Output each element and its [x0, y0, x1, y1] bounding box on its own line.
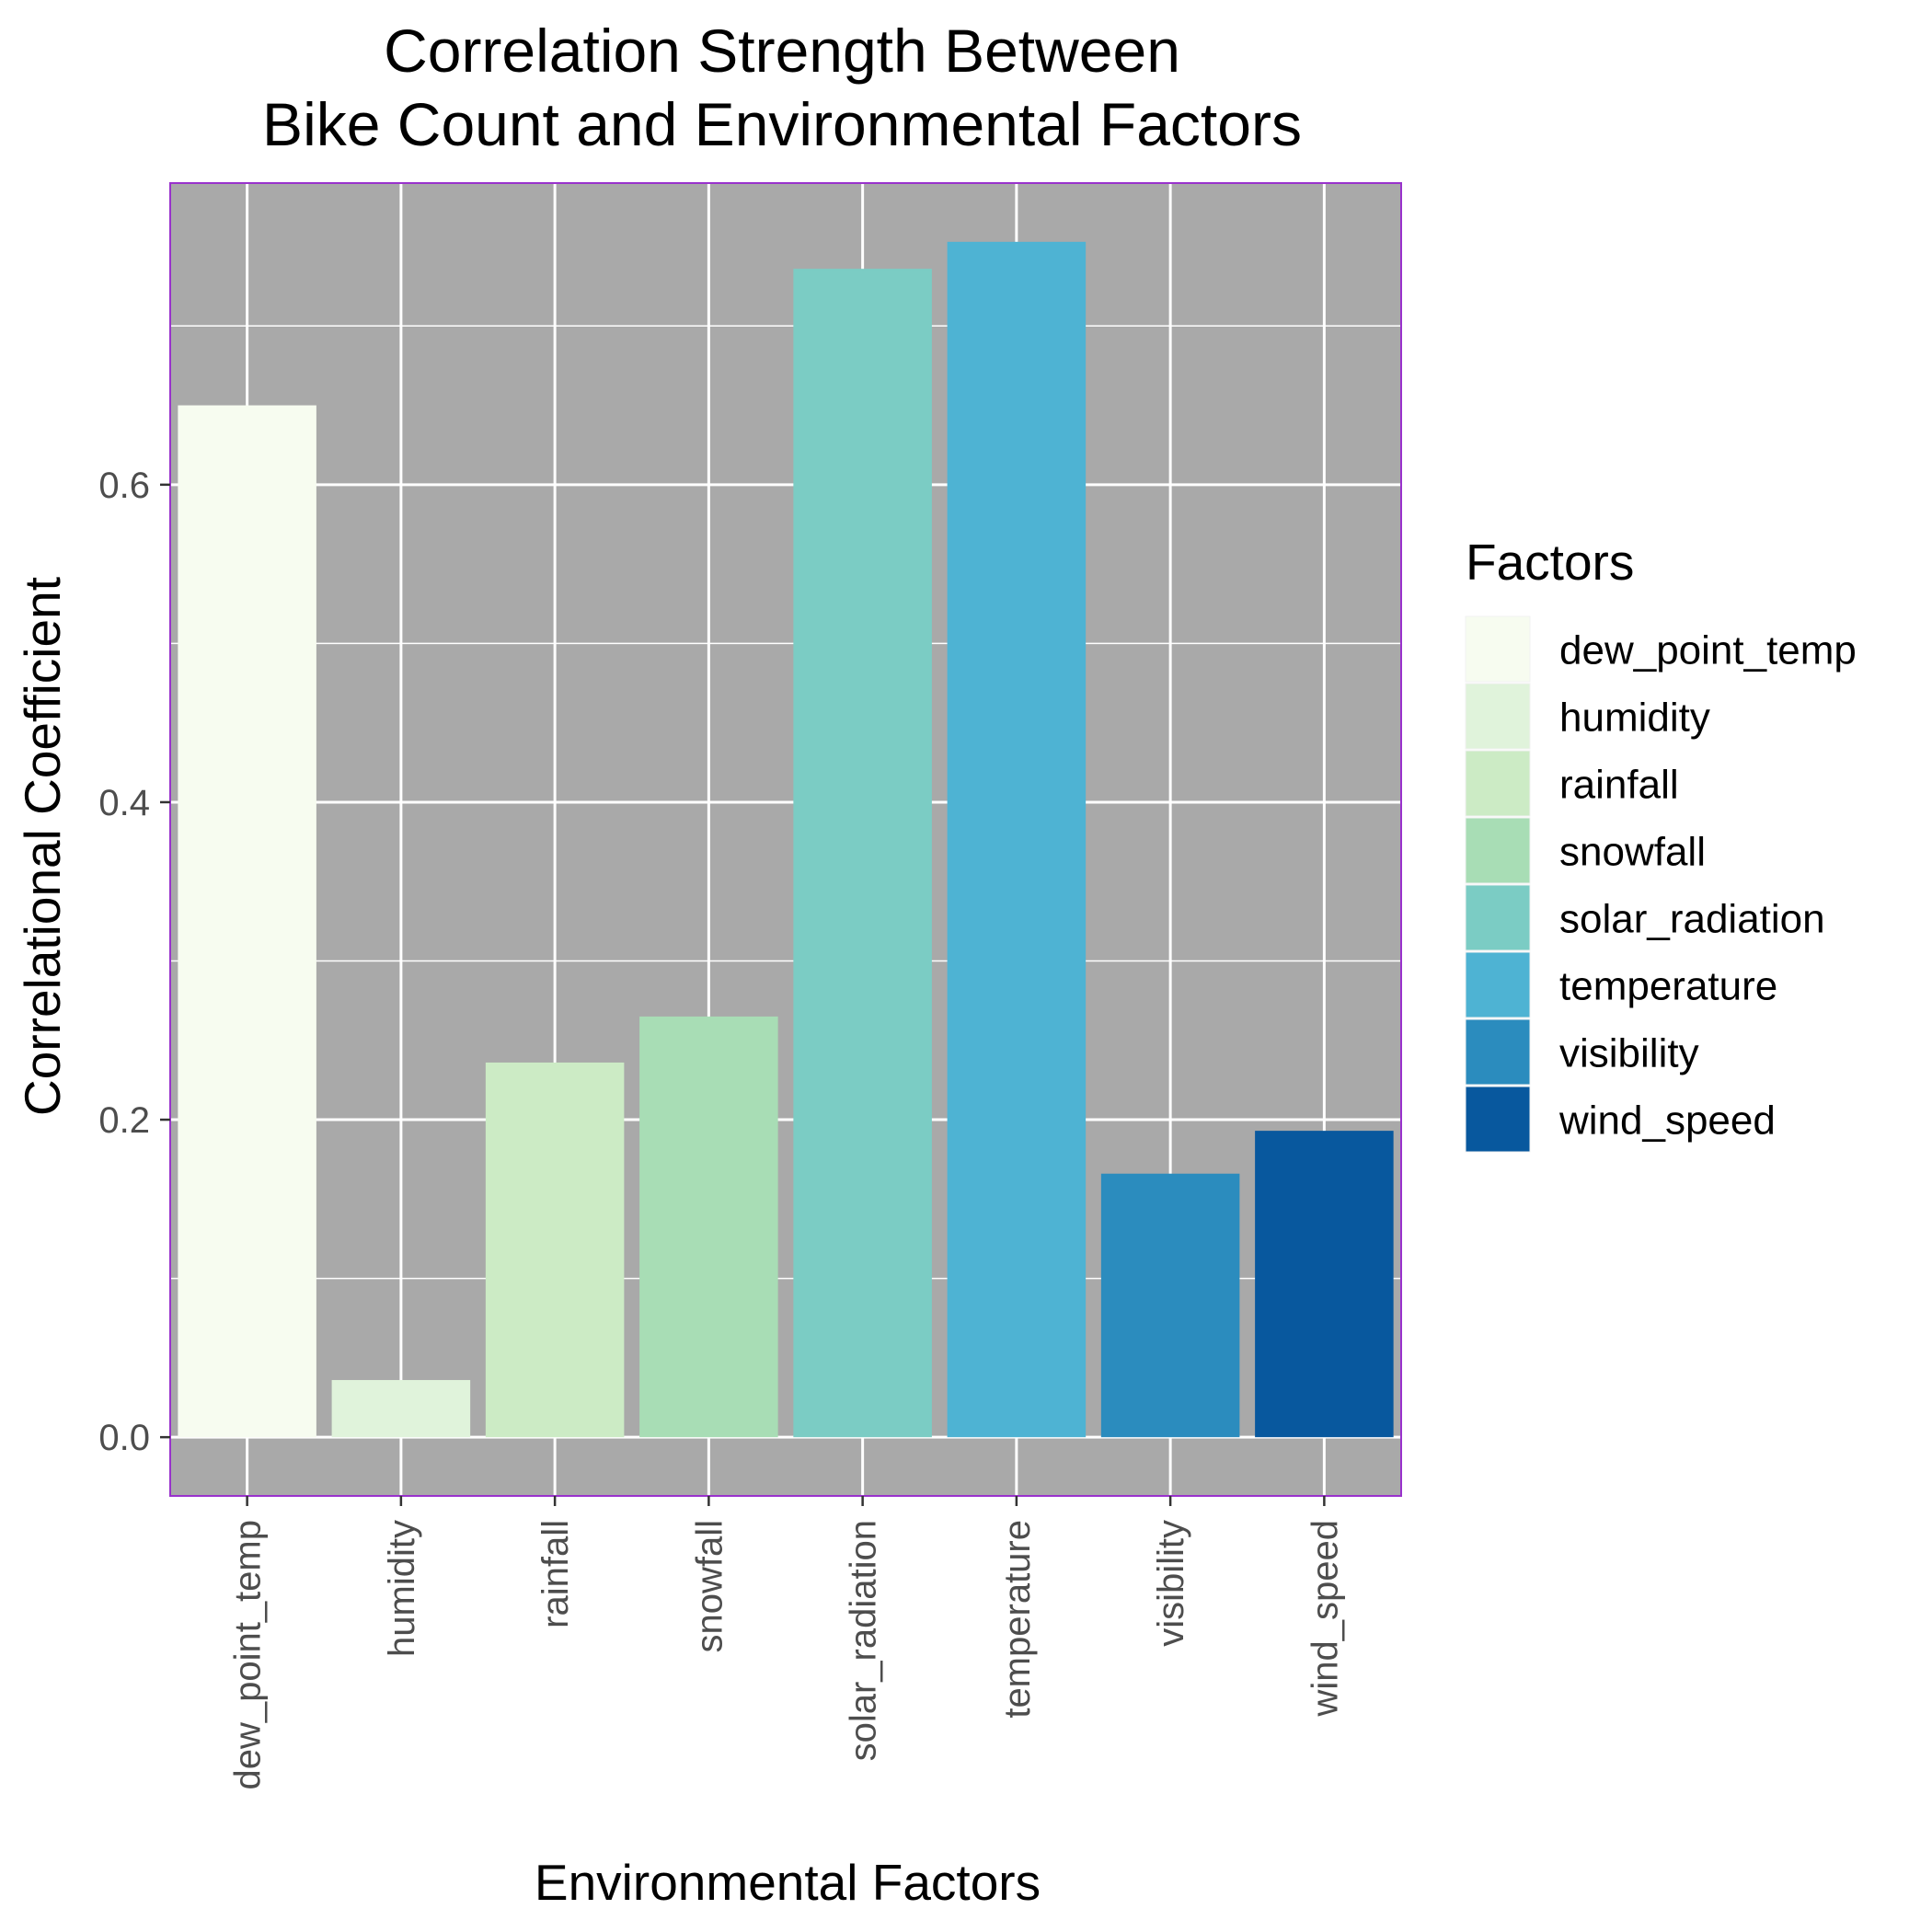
legend-key-wind_speed	[1465, 1086, 1531, 1153]
y-tick-label: 0.2	[98, 1100, 150, 1141]
legend-key-visibility	[1465, 1018, 1531, 1086]
bar-rainfall	[485, 1062, 625, 1438]
bar-dew_point_temp	[178, 405, 316, 1438]
x-tick-label: rainfall	[535, 1520, 576, 1628]
panel-border	[169, 182, 1402, 1497]
y-tick-label: 0.6	[98, 466, 150, 506]
bar-snowfall	[639, 1016, 778, 1438]
chart-title-line-2: Bike Count and Environmental Factors	[262, 90, 1302, 158]
legend-label: visibility	[1559, 1031, 1699, 1076]
legend-key-solar_radiation	[1465, 884, 1531, 951]
legend-label: temperature	[1559, 964, 1777, 1009]
x-axis-title: Environmental Factors	[535, 1854, 1041, 1911]
bar-humidity	[331, 1380, 471, 1438]
legend-title: Factors	[1466, 534, 1634, 591]
x-tick-label: solar_radiation	[844, 1520, 884, 1761]
plot-panel: 0.0 0.2 0.4 0.6 dew_point_temp humidity rainfa…	[98, 182, 1402, 1790]
x-tick-label: dew_point_temp	[228, 1520, 269, 1790]
legend-label: dew_point_temp	[1559, 628, 1857, 673]
bar-visibility	[1100, 1173, 1240, 1438]
x-tick-label: temperature	[997, 1520, 1038, 1719]
x-tick-label: humidity	[382, 1520, 422, 1657]
bar-wind_speed	[1255, 1131, 1394, 1438]
legend-label: rainfall	[1559, 763, 1679, 808]
x-tick-label: wind_speed	[1305, 1520, 1345, 1718]
y-tick-label: 0.0	[98, 1418, 150, 1458]
chart-title-line-1: Correlation Strength Between	[384, 17, 1180, 85]
legend-label: wind_speed	[1558, 1098, 1776, 1144]
legend-key-dew_point_temp	[1465, 615, 1531, 683]
legend-key-rainfall	[1465, 750, 1531, 817]
legend-key-temperature	[1465, 951, 1531, 1018]
y-axis-title: Correlational Coefficient	[14, 577, 71, 1116]
bar-solar_radiation	[793, 269, 932, 1438]
legend: Factors dew_point_temp humidity rainfall sn…	[1465, 534, 1857, 1153]
legend-key-snowfall	[1465, 817, 1531, 884]
bar-temperature	[947, 241, 1087, 1438]
y-tick-label: 0.4	[98, 783, 150, 823]
x-tick-label: visibility	[1151, 1520, 1191, 1647]
x-tick-label: snowfall	[689, 1520, 730, 1653]
legend-label: solar_radiation	[1559, 897, 1825, 942]
legend-label: humidity	[1559, 696, 1710, 741]
legend-label: snowfall	[1559, 830, 1706, 875]
legend-key-humidity	[1465, 683, 1531, 750]
